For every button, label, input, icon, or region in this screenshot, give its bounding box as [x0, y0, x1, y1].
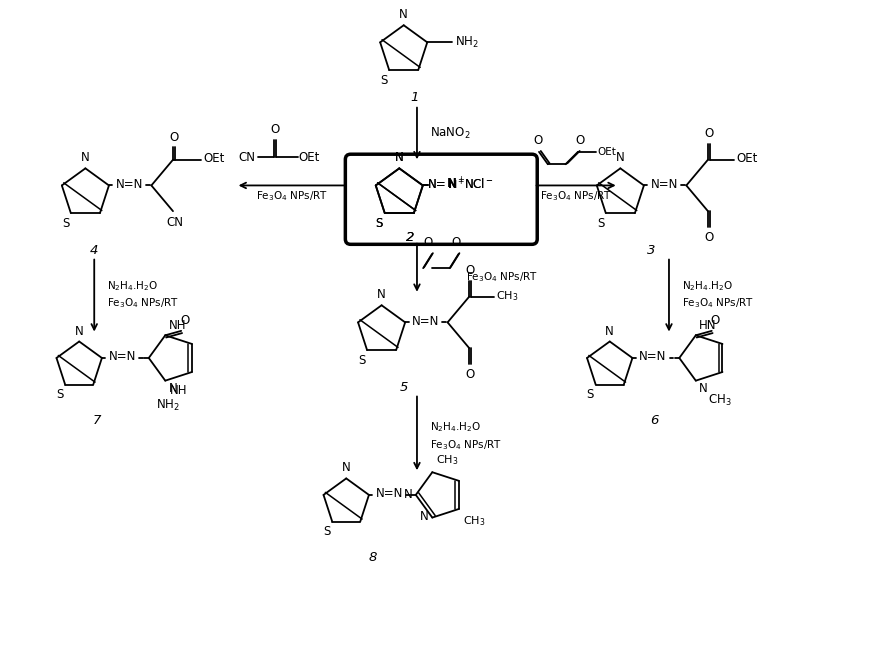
Text: OEt: OEt [596, 147, 616, 157]
Text: N: N [420, 510, 428, 523]
Text: CN: CN [166, 215, 183, 228]
Text: N=N: N=N [108, 350, 136, 363]
Text: N=: N= [428, 177, 447, 191]
Text: CH$_3$: CH$_3$ [495, 289, 517, 303]
Text: OEt: OEt [203, 152, 224, 165]
Text: OEt: OEt [299, 151, 320, 164]
Text: 3: 3 [647, 244, 655, 257]
Text: 5: 5 [399, 381, 408, 394]
Text: NCl$^-$: NCl$^-$ [463, 177, 493, 191]
Text: O: O [270, 123, 279, 136]
Text: N=N: N=N [639, 350, 665, 363]
Text: N=N: N=N [649, 177, 677, 191]
Text: $\mathbf{N}^+$: $\mathbf{N}^+$ [446, 177, 465, 192]
Text: Fe$_3$O$_4$ NPs/RT: Fe$_3$O$_4$ NPs/RT [465, 270, 537, 284]
Text: NH: NH [169, 384, 187, 397]
Text: 2: 2 [405, 231, 414, 244]
Text: O: O [532, 134, 542, 146]
Text: S: S [380, 74, 387, 86]
Text: N: N [394, 152, 403, 164]
Text: O: O [574, 134, 584, 146]
Text: O: O [451, 235, 460, 249]
Text: Fe$_3$O$_4$ NPs/RT: Fe$_3$O$_4$ NPs/RT [430, 438, 501, 452]
Text: NH: NH [168, 319, 186, 332]
Text: N: N [615, 152, 624, 164]
Text: CN: CN [238, 151, 255, 164]
Text: Fe$_3$O$_4$ NPs/RT: Fe$_3$O$_4$ NPs/RT [540, 189, 611, 203]
Text: CH$_3$: CH$_3$ [707, 392, 730, 408]
Text: O: O [465, 368, 474, 381]
Text: S: S [358, 353, 365, 366]
Text: 4: 4 [90, 244, 98, 257]
Text: N$_2$H$_4$.H$_2$O: N$_2$H$_4$.H$_2$O [681, 279, 732, 293]
Text: S: S [596, 217, 603, 230]
Text: N: N [377, 288, 385, 301]
Text: O: O [180, 314, 189, 328]
Text: N: N [604, 324, 613, 337]
Text: N$_2$H$_4$.H$_2$O: N$_2$H$_4$.H$_2$O [107, 279, 159, 293]
Text: N: N [394, 152, 403, 164]
Text: S: S [586, 388, 594, 401]
Text: S: S [56, 388, 64, 401]
Text: N: N [698, 382, 707, 395]
Text: $\mathbf{N}^+$: $\mathbf{N}^+$ [447, 177, 465, 192]
Text: 8: 8 [369, 551, 377, 564]
Text: NH$_2$: NH$_2$ [156, 398, 180, 413]
Text: O: O [424, 235, 432, 249]
Text: O: O [465, 264, 474, 277]
Text: N: N [341, 461, 350, 475]
Text: N: N [403, 488, 412, 501]
Text: O: O [703, 127, 713, 141]
Text: HN: HN [698, 319, 716, 332]
Text: N: N [399, 8, 408, 21]
Text: OEt: OEt [735, 152, 757, 165]
Text: N: N [74, 324, 83, 337]
Text: CH$_3$: CH$_3$ [462, 514, 485, 528]
Text: NH$_2$: NH$_2$ [455, 35, 478, 50]
Text: N: N [81, 152, 89, 164]
Text: 2: 2 [405, 231, 414, 244]
Text: N=N: N=N [411, 315, 439, 328]
Text: S: S [376, 217, 383, 230]
Text: O: O [169, 131, 178, 144]
Text: N=: N= [428, 177, 447, 191]
Text: S: S [323, 525, 330, 538]
Text: NCl$^-$: NCl$^-$ [464, 177, 494, 191]
FancyBboxPatch shape [345, 154, 537, 244]
Text: Fe$_3$O$_4$ NPs/RT: Fe$_3$O$_4$ NPs/RT [107, 297, 180, 310]
Text: N=N: N=N [115, 177, 143, 191]
Text: Fe$_3$O$_4$ NPs/RT: Fe$_3$O$_4$ NPs/RT [681, 297, 754, 310]
Text: 1: 1 [409, 91, 418, 104]
Text: N=N: N=N [375, 487, 402, 500]
Text: O: O [703, 231, 713, 244]
Text: Fe$_3$O$_4$ NPs/RT: Fe$_3$O$_4$ NPs/RT [256, 189, 328, 203]
Text: S: S [62, 217, 69, 230]
Text: S: S [376, 217, 383, 230]
Text: 6: 6 [649, 413, 657, 426]
Text: CH$_3$: CH$_3$ [435, 453, 458, 467]
Text: N$_2$H$_4$.H$_2$O: N$_2$H$_4$.H$_2$O [430, 421, 480, 434]
Text: N: N [168, 382, 177, 395]
Text: O: O [710, 314, 719, 328]
Text: 7: 7 [93, 413, 101, 426]
Text: NaNO$_2$: NaNO$_2$ [430, 126, 470, 141]
